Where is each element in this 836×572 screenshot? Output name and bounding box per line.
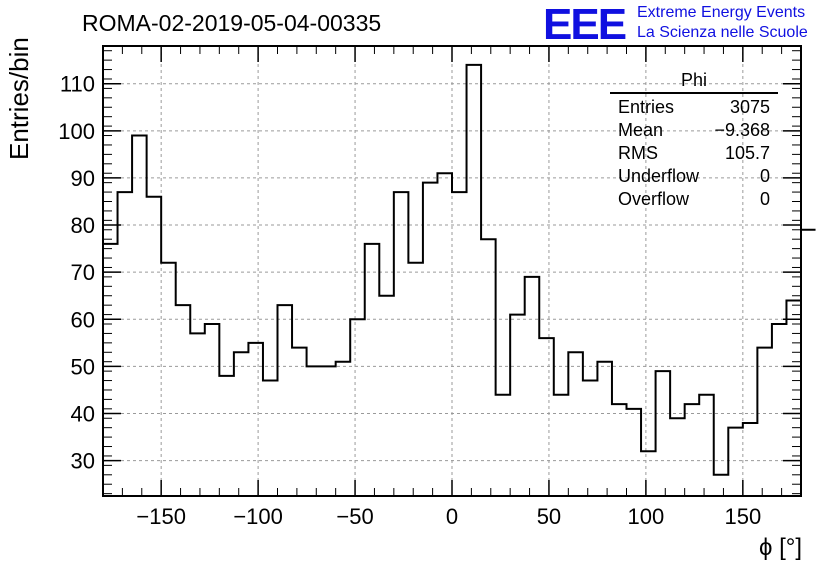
axis-ticks xyxy=(103,46,801,496)
y-tick-label: 110 xyxy=(60,72,95,97)
x-axis-label: ϕ [°] xyxy=(758,534,802,561)
x-tick-label: 150 xyxy=(724,504,761,529)
stats-label: Underflow xyxy=(618,166,700,186)
y-tick-label: 90 xyxy=(71,166,95,191)
stats-row: Mean −9.368 xyxy=(610,119,778,142)
stats-label: Overflow xyxy=(618,189,690,209)
stats-value: −9.368 xyxy=(714,120,770,140)
y-tick-label: 40 xyxy=(71,402,95,427)
x-tick-label: 0 xyxy=(446,504,458,529)
x-tick-label: −100 xyxy=(233,504,283,529)
stats-box: Phi Entries 3075 Mean −9.368 RMS 105.7 U… xyxy=(610,70,778,211)
y-axis-label: Entries/bin xyxy=(4,37,34,160)
y-tick-label: 50 xyxy=(71,354,95,379)
y-tick-label: 100 xyxy=(58,119,95,144)
stats-row: Overflow 0 xyxy=(610,188,778,211)
stats-row: Entries 3075 xyxy=(610,96,778,119)
run-title: ROMA-02-2019-05-04-00335 xyxy=(82,10,382,36)
stats-value: 3075 xyxy=(729,97,770,117)
stats-label: Entries xyxy=(618,97,675,117)
stats-value: 0 xyxy=(759,189,770,209)
stats-value: 0 xyxy=(759,166,770,186)
x-tick-label: 100 xyxy=(628,504,665,529)
x-tick-label: −150 xyxy=(136,504,186,529)
y-tick-label: 80 xyxy=(71,213,95,238)
stats-value: 105.7 xyxy=(724,143,770,163)
logo-text-line2: La Scienza nelle Scuole xyxy=(637,24,808,41)
stats-row: Underflow 0 xyxy=(610,165,778,188)
plot-frame xyxy=(102,45,802,497)
y-tick-label: 60 xyxy=(71,307,95,332)
y-tick-label: 70 xyxy=(71,260,95,285)
tick-labels: 30 40 50 60 70 80 90 100 110 −150 −100 −50 0 50 100 150 xyxy=(58,72,761,529)
eee-logo: EEE xyxy=(543,0,627,49)
histogram-step-line xyxy=(103,63,816,476)
y-tick-label: 30 xyxy=(71,449,95,474)
stats-title: Phi xyxy=(610,70,778,94)
stats-row: RMS 105.7 xyxy=(610,142,778,165)
logo-text-line1: Extreme Energy Events xyxy=(637,4,806,21)
stats-label: RMS xyxy=(618,143,658,163)
x-tick-label: −50 xyxy=(336,504,373,529)
stats-label: Mean xyxy=(618,120,664,140)
x-tick-label: 50 xyxy=(537,504,561,529)
